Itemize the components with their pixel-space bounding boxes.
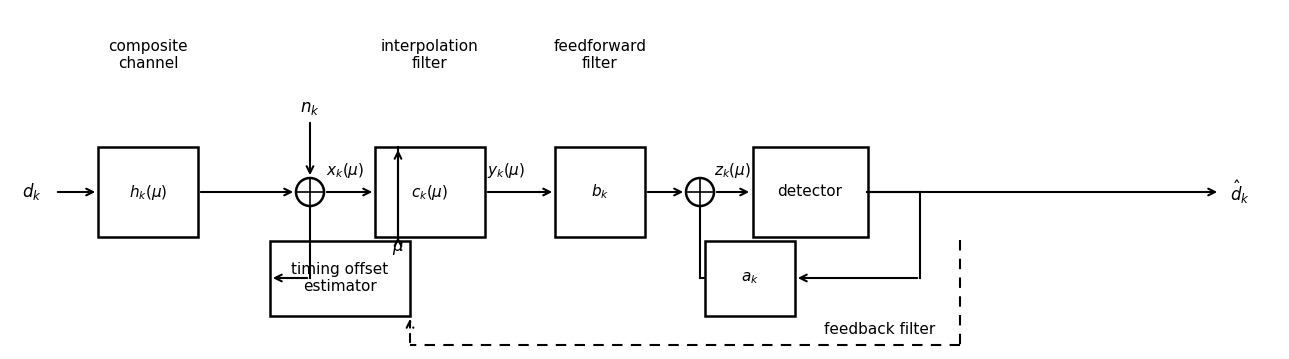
Text: interpolation
filter: interpolation filter xyxy=(382,39,480,71)
Text: detector: detector xyxy=(777,185,843,200)
Text: timing offset
estimator: timing offset estimator xyxy=(291,262,388,294)
Text: $b_k$: $b_k$ xyxy=(590,183,610,201)
Text: composite
channel: composite channel xyxy=(108,39,188,71)
Bar xyxy=(375,147,485,237)
Text: $\mu$: $\mu$ xyxy=(392,239,403,257)
Text: $z_k(\mu)$: $z_k(\mu)$ xyxy=(714,160,751,180)
Text: feedback filter: feedback filter xyxy=(825,322,936,337)
Text: $h_k(\mu)$: $h_k(\mu)$ xyxy=(129,182,168,201)
Text: $x_k(\mu)$: $x_k(\mu)$ xyxy=(326,160,365,180)
Bar xyxy=(705,241,795,316)
Bar xyxy=(98,147,199,237)
Text: $a_k$: $a_k$ xyxy=(741,270,759,286)
Text: $y_k(\mu)$: $y_k(\mu)$ xyxy=(487,160,525,180)
Bar xyxy=(753,147,867,237)
Text: $\hat{d}_k$: $\hat{d}_k$ xyxy=(1230,178,1250,206)
Text: feedforward
filter: feedforward filter xyxy=(553,39,647,71)
Bar xyxy=(556,147,644,237)
Text: $c_k(\mu)$: $c_k(\mu)$ xyxy=(411,182,449,201)
Bar xyxy=(269,241,410,316)
Text: $n_k$: $n_k$ xyxy=(300,99,320,117)
Text: $d_k$: $d_k$ xyxy=(22,182,41,202)
